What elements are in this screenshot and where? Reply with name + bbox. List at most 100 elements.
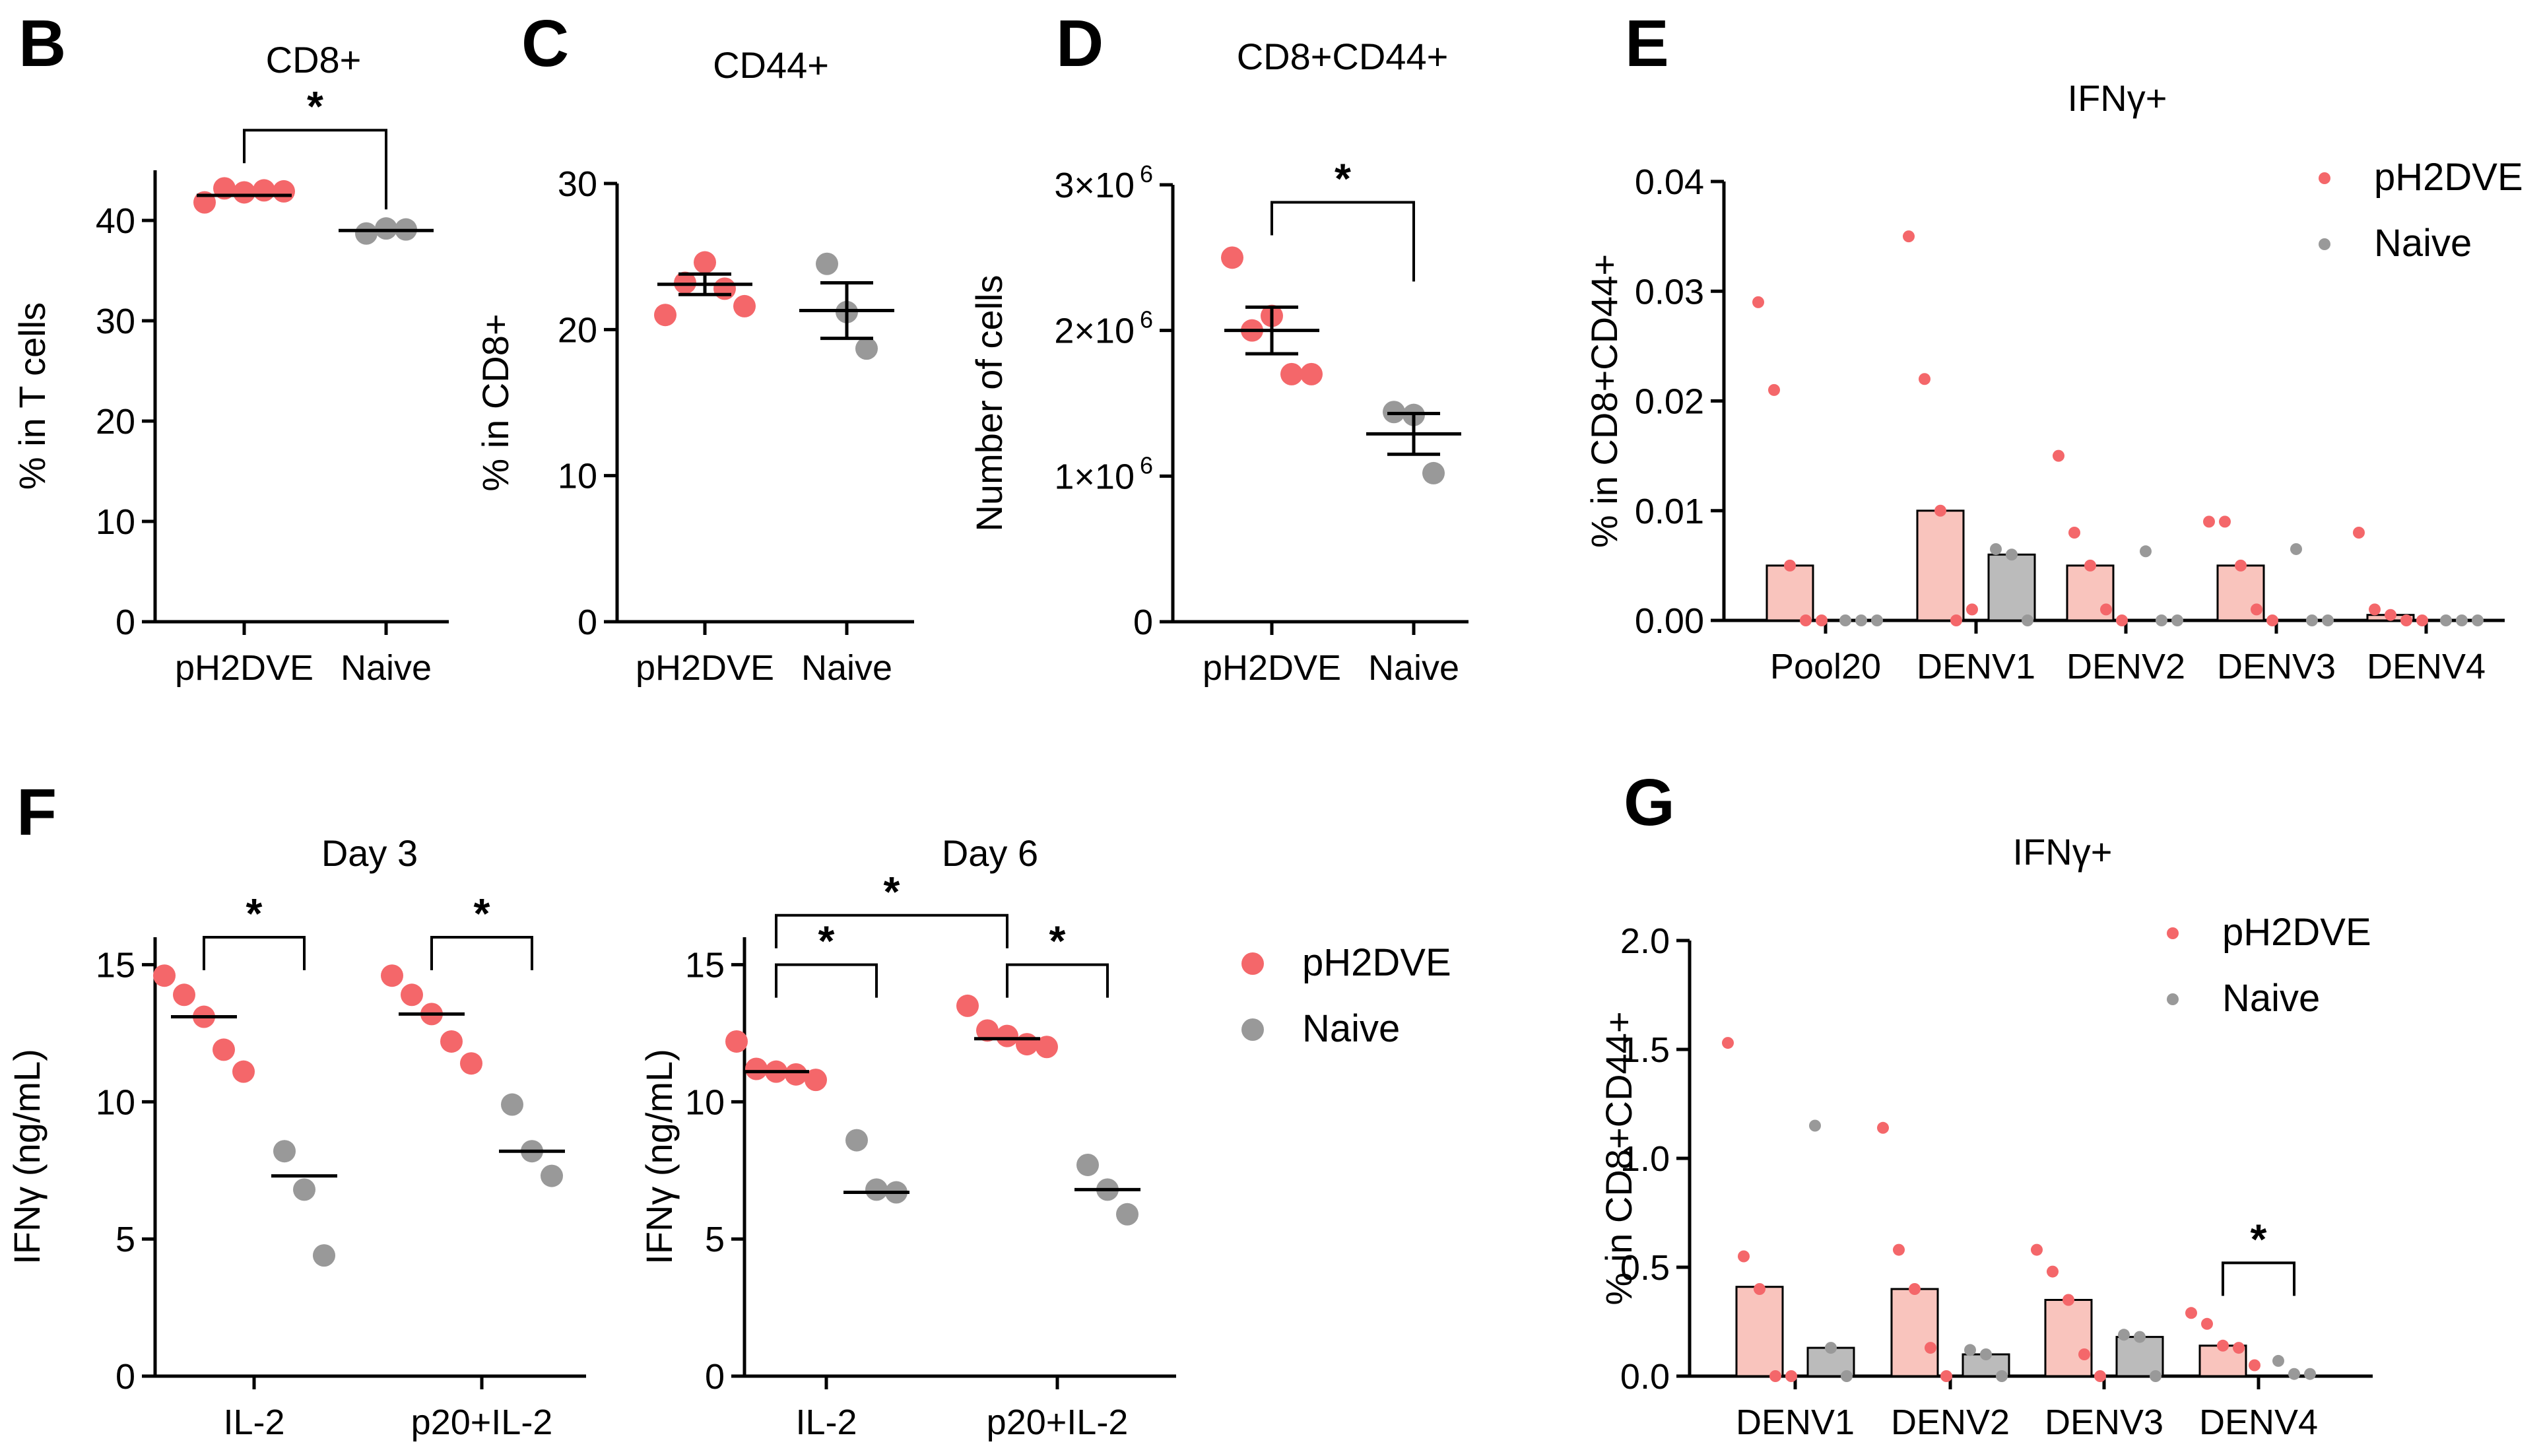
data-point [2100, 603, 2112, 616]
data-point [2031, 1243, 2043, 1256]
data-point [1300, 362, 1323, 385]
chart-title: Day 3 [321, 832, 418, 874]
data-point [2201, 1317, 2213, 1330]
significance-star: * [1335, 154, 1351, 202]
series-Naive [339, 217, 434, 245]
x-tick-label: DENV4 [2367, 647, 2486, 686]
data-point [733, 294, 756, 317]
data-point [460, 1052, 482, 1075]
y-axis-label: % in CD8+CD44+ [1598, 1011, 1639, 1305]
y-tick-label: 0.01 [1635, 492, 1704, 531]
significance-star: * [818, 917, 835, 965]
data-point [713, 277, 736, 300]
data-point [381, 964, 403, 987]
chart-title: CD8+CD44+ [1237, 36, 1449, 77]
y-tick-label: 2.0 [1620, 921, 1670, 961]
y-tick-label: 0.02 [1635, 382, 1704, 422]
data-point [694, 251, 716, 274]
significance-star: * [1049, 917, 1066, 965]
significance-star: * [884, 868, 900, 915]
panel-label: E [1625, 7, 1669, 81]
data-point [2140, 545, 2152, 558]
data-point [2369, 603, 2381, 616]
y-tick-exponent: 6 [1140, 160, 1153, 187]
legend-label: pH2DVE [1302, 941, 1451, 984]
data-point [1221, 246, 1243, 269]
legend-marker [2167, 927, 2179, 939]
panel-label: G [1624, 766, 1675, 840]
legend-label: Naive [1302, 1007, 1400, 1050]
series-pH2DVE [153, 964, 482, 1083]
data-point [2116, 614, 2128, 626]
data-point [1800, 614, 1812, 626]
data-point [2022, 614, 2033, 626]
data-point [1925, 1342, 1936, 1354]
data-point [845, 1129, 868, 1152]
data-point [440, 1030, 463, 1053]
data-point [1784, 559, 1796, 572]
data-point [233, 181, 255, 204]
legend-marker [1241, 952, 1264, 975]
x-tick-label: pH2DVE [1203, 648, 1341, 688]
data-point [2290, 543, 2302, 555]
data-point [976, 1019, 999, 1042]
significance-star: * [307, 83, 323, 130]
series-pH2DVE [1221, 246, 1323, 385]
y-axis-label: % in T cells [11, 302, 53, 490]
data-point [1016, 1033, 1038, 1056]
panel-G: G IFNγ+ 0.0 0.5 1.0 1.5 2.0 % in CD8+CD44+ DENV1… [1598, 766, 2373, 1442]
chart-title: Day 6 [942, 832, 1038, 874]
chart-title: CD44+ [713, 44, 829, 86]
data-point [2440, 614, 2452, 626]
data-point [2249, 1359, 2260, 1372]
significance-bracket [203, 936, 306, 970]
y-tick-label: 0 [116, 603, 135, 642]
x-tick-label: DENV4 [2199, 1403, 2318, 1442]
data-point [1934, 504, 1946, 517]
data-point [2150, 1370, 2162, 1382]
data-point [1816, 614, 1828, 626]
data-point [173, 983, 195, 1007]
data-point [2306, 614, 2318, 626]
legend-label: Naive [2222, 977, 2320, 1020]
y-tick-label: 0 [705, 1357, 725, 1397]
data-point [2171, 614, 2183, 626]
y-tick-label: 1.5 [1620, 1030, 1670, 1070]
data-point [2400, 614, 2412, 626]
data-point [2078, 1348, 2090, 1360]
x-tick-label: Naive [801, 648, 892, 688]
data-point [1769, 1370, 1781, 1382]
data-point [1785, 1370, 1797, 1382]
panel-label: D [1056, 7, 1104, 81]
data-point [2416, 614, 2428, 626]
data-point [2472, 614, 2484, 626]
data-point [1909, 1283, 1921, 1295]
legend: pH2DVE Naive [1241, 941, 1451, 1050]
panel-label: F [16, 776, 57, 849]
significance-star: * [246, 890, 263, 937]
series-Naive [1839, 543, 2484, 626]
significance-bracket [775, 963, 878, 998]
x-tick-label: DENV3 [2045, 1403, 2163, 1442]
y-axis-label: IFNγ (ng/mL) [6, 1049, 48, 1265]
series-pH2DVE [1752, 230, 2428, 626]
data-point [1940, 1370, 1952, 1382]
legend: pH2DVE Naive [2319, 156, 2523, 265]
data-point [1722, 1037, 1734, 1049]
data-point [1950, 614, 1962, 626]
data-point [355, 222, 378, 245]
significance-bracket [1270, 201, 1415, 282]
significance-star: * [2251, 1215, 2267, 1263]
data-point [865, 1178, 888, 1201]
data-point [725, 1030, 748, 1053]
x-tick-label: p20+IL-2 [411, 1403, 553, 1442]
data-point [2203, 515, 2215, 528]
data-point [2006, 548, 2018, 561]
series-Naive [799, 252, 894, 360]
data-point [313, 1244, 335, 1267]
x-tick-label: Pool20 [1770, 647, 1881, 686]
data-point [293, 1178, 315, 1201]
data-point [1116, 1203, 1138, 1226]
chart-title: IFNγ+ [2068, 77, 2167, 119]
